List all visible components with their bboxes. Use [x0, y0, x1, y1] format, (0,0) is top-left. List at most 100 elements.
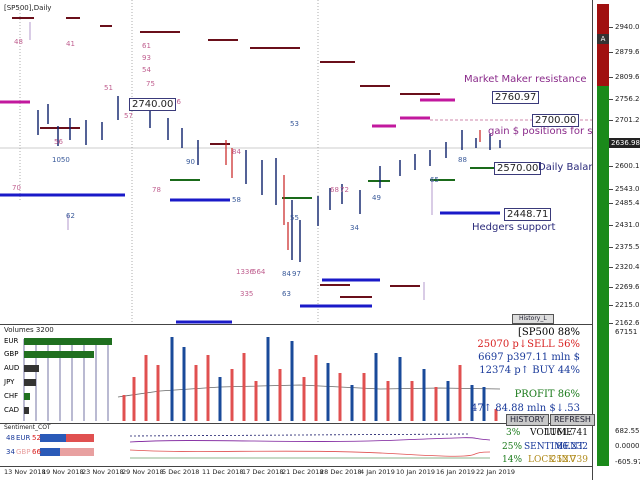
price-chart[interactable]: [SP500],Daily: [0, 0, 608, 325]
mm-level-label: 2760.97: [492, 91, 540, 104]
price-tick: 2485.47: [615, 199, 640, 207]
date-tick: 22 Jan 2019: [476, 468, 515, 476]
date-tick: 21 Dec 2018: [282, 468, 324, 476]
sentiment-tag: A: [597, 34, 609, 44]
sentiment-bar-red: [597, 4, 609, 86]
level-number: 1050: [52, 156, 70, 164]
price-tick: 2320.46: [615, 263, 640, 271]
price-tick: 2431.05: [615, 221, 640, 229]
level-number: 62: [66, 212, 75, 220]
cot-pane-title: Sentiment_COT: [4, 424, 51, 431]
currency-label: GBP: [4, 350, 19, 358]
mln-info: 47↑ 84.88 mln $↓.53: [470, 403, 580, 414]
level-number: 48: [14, 38, 23, 46]
cot-sentiment-value: 86.232: [556, 442, 589, 452]
date-tick: 16 Jan 2019: [436, 468, 475, 476]
level-number: 78: [152, 186, 161, 194]
cot-row-label: EUR: [16, 434, 31, 442]
cot-row-b: 66: [32, 448, 41, 456]
currency-label: CHF: [4, 392, 19, 400]
currency-bar-gbp: [24, 351, 94, 358]
level-number: 36: [172, 98, 181, 106]
cot-axis-bottom: -605.979: [615, 458, 640, 466]
level-number: 1336: [236, 268, 254, 276]
date-tick: 5 Dec 2018: [162, 468, 200, 476]
date-tick: 17 Dec 2018: [242, 468, 284, 476]
volume-pane-title: Volumes 3200: [4, 326, 54, 334]
price-tick: 2940.00: [615, 23, 640, 31]
level-number: 58: [232, 196, 241, 204]
balance-level-label: 2570.00: [494, 162, 542, 175]
gain-level-label: 2700.00: [532, 114, 580, 127]
currency-bar-cad: [24, 407, 29, 414]
cot-volume-value: 1161.741: [545, 428, 588, 438]
refresh-button[interactable]: REFRESH: [550, 414, 595, 426]
level-number: 41: [66, 40, 75, 48]
price-tick: 2809.60: [615, 73, 640, 81]
price-tick: 2701.21: [615, 116, 640, 124]
left-level-label: 2740.00: [129, 98, 177, 111]
level-number: 84: [232, 148, 241, 156]
currency-bar-chf: [24, 393, 30, 400]
currency-label: AUD: [4, 364, 20, 372]
cot-axis-top: 682.5551: [615, 427, 640, 435]
history-button[interactable]: HISTORY: [506, 414, 549, 426]
cot-row-label: GBP: [16, 448, 31, 456]
price-tick: 2375.51: [615, 243, 640, 251]
level-number: 51: [104, 84, 113, 92]
price-tick: 2269.68: [615, 283, 640, 291]
date-axis: 13 Nov 2018 19 Nov 2018 23 Nov 2018 29 N…: [0, 466, 592, 481]
level-number: 75: [146, 80, 155, 88]
level-number: 34: [350, 224, 359, 232]
date-tick: 10 Jan 2019: [396, 468, 435, 476]
date-tick: 23 Nov 2018: [82, 468, 124, 476]
chart-title: [SP500],Daily: [4, 4, 52, 12]
level-number: 335: [240, 290, 254, 298]
cot-axis-mid: 0.0000: [615, 442, 640, 450]
cot-canvas: [40, 433, 491, 459]
daily-balance-annotation: Daily Balance: [538, 162, 607, 173]
price-tick: 2600.15: [615, 162, 640, 170]
volume-pane[interactable]: Volumes 3200: [0, 325, 595, 426]
symbol-strength: [SP500 88%: [518, 327, 580, 338]
history-l-label[interactable]: History_L: [512, 314, 554, 324]
currency-strength-panel: EUR GBP AUD JPY CHF CAD: [4, 337, 118, 417]
level-number: 93: [142, 54, 151, 62]
price-tick: 2879.61: [615, 48, 640, 56]
level-number: 55: [290, 214, 299, 222]
volume-bars-canvas: [23, 337, 501, 421]
level-number: 63: [282, 290, 291, 298]
level-number: 61: [142, 42, 151, 50]
sentiment-bar-green: [597, 86, 609, 466]
price-chart-canvas: [0, 0, 592, 324]
level-number: 65: [430, 176, 439, 184]
buy-info: 12374 p↑ BUY 44%: [479, 365, 580, 376]
cot-sentiment-pct: 25%: [502, 442, 523, 452]
cot-row-a: 48: [6, 434, 15, 442]
level-number: 90: [186, 158, 195, 166]
cot-row-a: 34: [6, 448, 15, 456]
current-price-badge: 2636.98: [609, 138, 640, 148]
level-number: 72: [340, 186, 349, 194]
hedgers-support-annotation: Hedgers support: [472, 222, 556, 233]
volume-info: 6697 p397.11 mln $: [478, 352, 580, 363]
cot-pane[interactable]: Sentiment_COT 48 EUR 52 34 GBP 66 3% VOL…: [0, 424, 592, 466]
hedgers-level-label: 2448.71: [504, 208, 552, 221]
currency-bar-jpy: [24, 379, 36, 386]
currency-label: EUR: [4, 337, 19, 345]
currency-label: JPY: [4, 378, 15, 386]
date-tick: 19 Nov 2018: [42, 468, 84, 476]
price-tick: 2543.01: [615, 185, 640, 193]
date-tick: 13 Nov 2018: [4, 468, 46, 476]
level-number: 68: [330, 186, 339, 194]
level-number: 97: [292, 270, 301, 278]
cot-sentiment-label: SENTIMENT: [524, 442, 584, 452]
mm-resistance-annotation: Market Maker resistance: [464, 74, 587, 85]
cot-lock-value: 252.739: [550, 455, 588, 465]
price-tick: 2162.60: [615, 319, 640, 327]
date-tick: 28 Dec 2018: [320, 468, 362, 476]
level-number: 84: [282, 270, 291, 278]
cot-volume-pct: 3%: [506, 428, 521, 438]
gain-positions-annotation: gain $ positions for sale: [488, 126, 608, 137]
date-tick: 4 Jan 2019: [360, 468, 395, 476]
